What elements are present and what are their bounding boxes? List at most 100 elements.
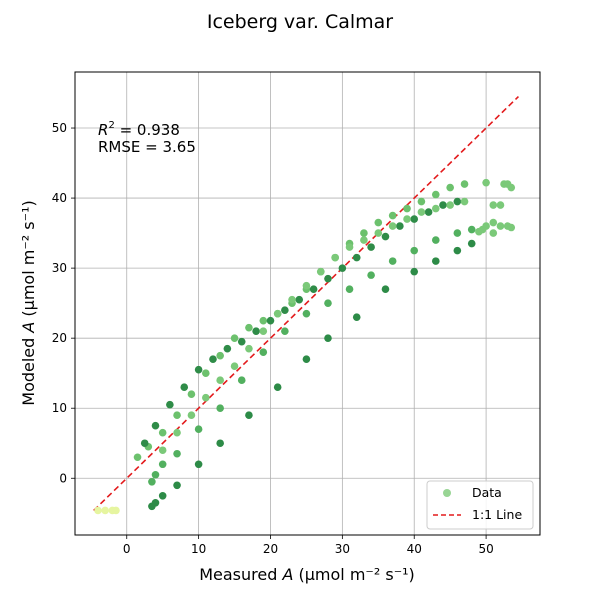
data-point (453, 197, 462, 206)
data-point (194, 425, 203, 434)
data-point (273, 383, 282, 392)
data-point (446, 183, 454, 192)
data-point (230, 334, 239, 342)
data-point (316, 267, 325, 276)
data-point (367, 271, 375, 279)
data-point (245, 323, 253, 332)
data-point (173, 428, 181, 437)
legend-line-label: 1:1 Line (472, 507, 522, 522)
data-point (180, 383, 189, 392)
data-point (352, 253, 361, 262)
legend-data-label: Data (472, 485, 502, 500)
data-point (410, 267, 419, 276)
data-point (281, 306, 289, 314)
data-point (489, 201, 498, 209)
data-point (345, 285, 354, 293)
data-point (237, 337, 246, 346)
data-point (424, 208, 433, 216)
data-point (223, 344, 232, 353)
data-point (403, 204, 411, 213)
data-point (112, 506, 120, 515)
data-point (216, 376, 224, 384)
data-point (453, 246, 462, 255)
data-point (331, 253, 339, 262)
y-axis-label: Modeled A (μmol m⁻² s⁻¹) (19, 200, 38, 405)
data-point (166, 400, 174, 409)
x-axis-label: Measured A (μmol m⁻² s⁻¹) (199, 565, 415, 584)
data-point (302, 281, 311, 290)
data-point (187, 390, 196, 399)
data-point (439, 201, 447, 209)
data-point (388, 222, 397, 230)
data-point (151, 498, 160, 507)
data-point (158, 446, 167, 455)
data-point (259, 316, 268, 325)
data-point (360, 236, 368, 244)
data-point (431, 190, 440, 199)
legend: Data 1:1 Line (426, 480, 534, 530)
data-point (410, 246, 419, 255)
data-point (302, 355, 311, 363)
data-point (417, 208, 426, 216)
data-point (259, 327, 268, 335)
data-point (324, 299, 332, 307)
data-point (158, 491, 167, 500)
data-point (417, 197, 426, 206)
y-tick-label: 10 (52, 401, 67, 415)
data-point (245, 411, 253, 420)
plot-frame (74, 71, 541, 536)
data-point (252, 327, 260, 335)
data-point (302, 309, 311, 318)
data-point (453, 229, 462, 237)
grid (75, 72, 540, 535)
legend-data-marker (443, 489, 451, 497)
data-point (431, 236, 440, 244)
chart-title: Iceberg var. Calmar (207, 11, 393, 33)
y-tick-label: 0 (59, 471, 67, 485)
data-point (202, 369, 210, 377)
x-ticks: 0 10 20 30 40 50 (123, 535, 494, 556)
data-point (259, 348, 268, 356)
rmse-annotation: RMSE = 3.65 (98, 138, 196, 156)
y-ticks: 0 10 20 30 40 50 (52, 121, 75, 485)
data-point (460, 197, 469, 206)
data-point (467, 225, 476, 234)
data-point (431, 257, 440, 265)
data-point (194, 460, 203, 469)
data-point (324, 334, 332, 342)
data-point (381, 285, 390, 293)
data-point (352, 313, 361, 321)
data-point (467, 239, 476, 248)
data-point (101, 506, 109, 515)
data-point (374, 218, 383, 227)
data-point (209, 355, 217, 363)
data-point (309, 285, 318, 293)
data-point (446, 201, 454, 209)
data-point (140, 439, 149, 448)
one-to-one-line (93, 95, 519, 512)
data-point (158, 460, 167, 469)
data-point (388, 211, 397, 220)
data-point (202, 393, 210, 402)
data-point (148, 477, 156, 486)
data-points (94, 178, 516, 515)
data-point (151, 421, 160, 430)
data-point (216, 439, 224, 448)
data-point (194, 365, 203, 374)
data-point (345, 243, 354, 251)
reference-line-group (93, 95, 519, 512)
y-tick-label: 30 (52, 261, 67, 275)
data-point (266, 316, 275, 325)
x-tick-label: 0 (123, 542, 131, 556)
data-point (281, 327, 289, 335)
legend-box (426, 480, 534, 530)
data-point (288, 295, 296, 304)
data-point (482, 178, 490, 187)
data-point (216, 351, 224, 360)
data-point (507, 183, 516, 192)
x-tick-label: 50 (478, 542, 493, 556)
x-tick-label: 10 (191, 542, 206, 556)
data-point (324, 274, 332, 283)
data-point (158, 428, 167, 437)
